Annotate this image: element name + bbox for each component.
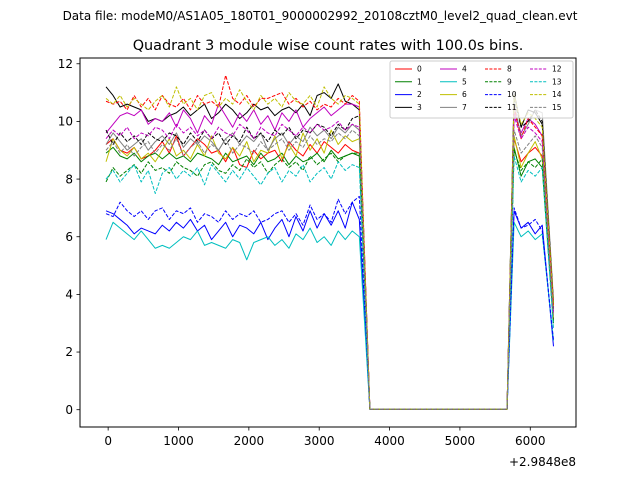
- series-line-5: [105, 221, 554, 410]
- legend-label-4: 4: [462, 65, 467, 74]
- legend-label-12: 12: [552, 65, 562, 74]
- series-line-13: [105, 155, 554, 410]
- legend-label-11: 11: [507, 103, 517, 112]
- y-tick-label: 8: [65, 172, 73, 186]
- series-line-8: [105, 74, 554, 410]
- legend-label-1: 1: [417, 77, 422, 86]
- x-offset-label: +2.9848e8: [509, 455, 576, 469]
- axes-frame: [79, 57, 577, 428]
- legend-label-15: 15: [552, 103, 562, 112]
- y-tick-label: 0: [65, 403, 73, 417]
- x-tick-label: 0: [104, 434, 112, 448]
- x-tick-label: 5000: [445, 434, 476, 448]
- legend-label-9: 9: [507, 77, 512, 86]
- series-line-15: [105, 129, 554, 410]
- legend-label-7: 7: [462, 103, 467, 112]
- series-line-11: [105, 97, 554, 410]
- x-tick-label: 2000: [234, 434, 265, 448]
- legend-label-14: 14: [552, 90, 562, 99]
- x-axis: 0 1000 2000 3000 4000 5000 6000: [104, 427, 546, 448]
- series-line-14: [105, 86, 554, 410]
- legend-label-6: 6: [462, 90, 467, 99]
- chart-title: Quadrant 3 module wise count rates with …: [133, 38, 524, 54]
- legend-label-0: 0: [417, 65, 422, 74]
- x-tick-label: 4000: [374, 434, 405, 448]
- figure-suptitle: Data file: modeM0/AS1A05_180T01_90000029…: [63, 9, 578, 23]
- series-line-10: [105, 195, 554, 410]
- legend-label-10: 10: [507, 90, 517, 99]
- y-axis: 0 2 4 6 8 10 12: [58, 57, 80, 417]
- y-tick-label: 6: [65, 230, 73, 244]
- y-tick-label: 10: [58, 115, 73, 129]
- legend-label-3: 3: [417, 103, 422, 112]
- x-tick-label: 3000: [304, 434, 335, 448]
- x-tick-label: 6000: [515, 434, 546, 448]
- y-tick-label: 12: [58, 57, 73, 71]
- y-tick-label: 4: [65, 288, 73, 302]
- legend-frame: [389, 60, 574, 119]
- legend-label-5: 5: [462, 77, 467, 86]
- legend-label-8: 8: [507, 65, 512, 74]
- legend-label-13: 13: [552, 77, 562, 86]
- legend-label-2: 2: [417, 90, 422, 99]
- x-tick-label: 1000: [163, 434, 194, 448]
- series-layer: [105, 74, 554, 410]
- y-tick-label: 2: [65, 345, 73, 359]
